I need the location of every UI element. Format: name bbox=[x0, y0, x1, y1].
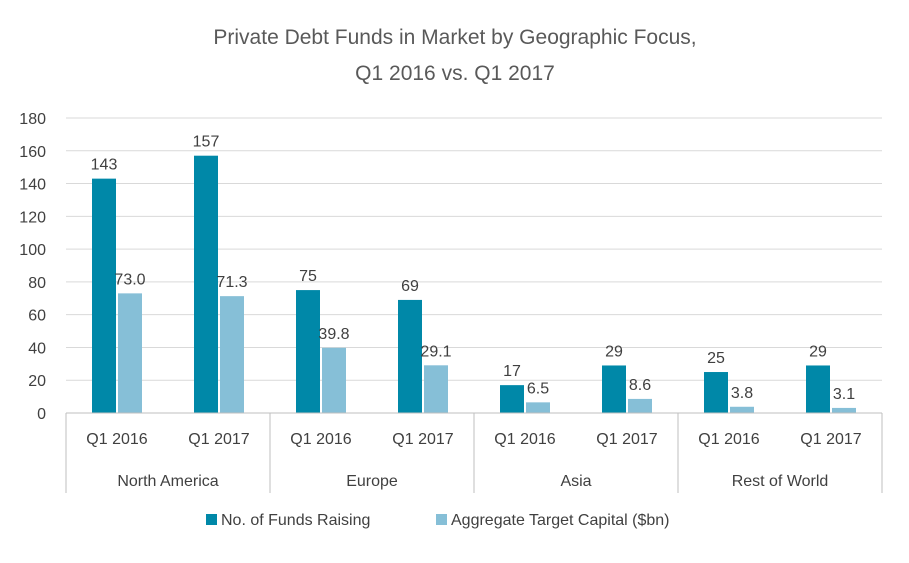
x-group-label: Rest of World bbox=[732, 473, 829, 490]
legend-label: No. of Funds Raising bbox=[221, 512, 370, 529]
data-label: 8.6 bbox=[629, 377, 651, 394]
data-label: 25 bbox=[707, 350, 725, 367]
bar bbox=[194, 155, 218, 413]
x-tick-label: Q1 2017 bbox=[188, 431, 249, 448]
x-tick-label: Q1 2016 bbox=[290, 431, 351, 448]
data-label: 157 bbox=[193, 134, 220, 151]
bar bbox=[424, 365, 448, 413]
bar bbox=[806, 365, 830, 413]
data-label: 71.3 bbox=[216, 274, 247, 291]
x-group-label: Asia bbox=[560, 473, 591, 490]
data-labels: 143 73.0 157 71.3 75 39.8 69 29.1 17 6.5 29 8.6 25 3.… bbox=[91, 134, 856, 403]
x-group-label: North America bbox=[117, 473, 218, 490]
x-axis: Q1 2016 Q1 2017 North America Q1 2016 Q1 201… bbox=[65, 412, 883, 493]
bar bbox=[628, 398, 652, 413]
x-group-label: Europe bbox=[346, 473, 398, 490]
data-label: 6.5 bbox=[527, 380, 549, 397]
y-tick-label: 20 bbox=[28, 373, 46, 390]
y-tick-label: 120 bbox=[19, 209, 46, 226]
bar bbox=[602, 365, 626, 413]
data-label: 39.8 bbox=[318, 326, 349, 343]
bar bbox=[398, 299, 422, 413]
bars bbox=[92, 155, 856, 413]
y-tick-label: 60 bbox=[28, 308, 46, 325]
x-tick-label: Q1 2016 bbox=[494, 431, 555, 448]
y-axis: 0 20 40 60 80 100 120 140 160 180 bbox=[19, 111, 46, 423]
y-tick-label: 0 bbox=[37, 406, 46, 423]
bar bbox=[500, 385, 524, 413]
data-label: 3.1 bbox=[833, 386, 855, 403]
bar bbox=[296, 290, 320, 413]
data-label: 143 bbox=[91, 157, 118, 174]
y-tick-label: 100 bbox=[19, 242, 46, 259]
gridlines bbox=[66, 117, 882, 381]
y-tick-label: 40 bbox=[28, 340, 46, 357]
legend-swatch bbox=[436, 514, 447, 525]
bar bbox=[92, 178, 116, 413]
bar bbox=[832, 407, 856, 413]
legend: No. of Funds Raising Aggregate Target Cap… bbox=[206, 512, 670, 529]
x-tick-label: Q1 2016 bbox=[86, 431, 147, 448]
y-tick-label: 180 bbox=[19, 111, 46, 128]
y-tick-label: 160 bbox=[19, 144, 46, 161]
data-label: 29.1 bbox=[420, 343, 451, 360]
x-tick-label: Q1 2017 bbox=[596, 431, 657, 448]
data-label: 73.0 bbox=[114, 271, 145, 288]
data-label: 3.8 bbox=[731, 385, 753, 402]
chart-title-line-2: Q1 2016 vs. Q1 2017 bbox=[355, 62, 555, 85]
bar bbox=[704, 372, 728, 413]
bar bbox=[730, 406, 754, 413]
data-label: 29 bbox=[809, 343, 827, 360]
data-label: 29 bbox=[605, 343, 623, 360]
legend-label: Aggregate Target Capital ($bn) bbox=[451, 512, 670, 529]
data-label: 69 bbox=[401, 278, 419, 295]
legend-swatch bbox=[206, 514, 217, 525]
bar bbox=[526, 402, 550, 413]
y-tick-label: 140 bbox=[19, 177, 46, 194]
data-label: 75 bbox=[299, 268, 317, 285]
x-tick-label: Q1 2016 bbox=[698, 431, 759, 448]
chart-title-line-1: Private Debt Funds in Market by Geograph… bbox=[213, 26, 696, 49]
bar bbox=[220, 296, 244, 413]
bar bbox=[118, 293, 142, 413]
x-tick-label: Q1 2017 bbox=[392, 431, 453, 448]
y-tick-label: 80 bbox=[28, 275, 46, 292]
data-label: 17 bbox=[503, 363, 521, 380]
x-tick-label: Q1 2017 bbox=[800, 431, 861, 448]
bar bbox=[322, 347, 346, 413]
